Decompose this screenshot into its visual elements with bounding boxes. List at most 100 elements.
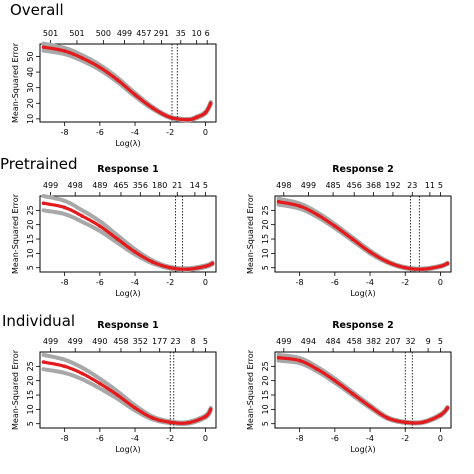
individual-response-2-top-tick-label: 499 (276, 337, 291, 346)
individual-response-2-top-tick-label: 494 (301, 337, 316, 346)
overall-y-tick-label: 30 (26, 83, 35, 93)
individual-response-2-top-tick-label: 5 (438, 337, 443, 346)
pretrained-response-1-data-point (203, 264, 208, 269)
individual-response-2-data-point (438, 413, 443, 417)
overall-data-point (208, 101, 213, 106)
pretrained-response-2-error-band-lower (276, 202, 450, 272)
overall-top-tick-label: 10 (192, 29, 202, 38)
individual-response-1-data-point (150, 416, 155, 420)
pretrained-response-1-y-tick-label: 15 (26, 234, 35, 244)
individual-response-1-error-band-upper (41, 352, 213, 425)
pretrained-response-1-x-tick-label: -2 (166, 278, 174, 287)
pretrained-response-2-data-point (333, 224, 337, 228)
individual-response-2-x-axis-label: Log(λ) (350, 445, 375, 454)
individual-response-1-x-tick-label: -8 (61, 434, 69, 443)
overall-data-point (168, 115, 173, 120)
pretrained-response-2-top-tick-label: 192 (385, 181, 400, 190)
pretrained-response-2-data-point (385, 260, 390, 264)
section-title-overall: Overall (10, 1, 64, 19)
individual-response-1-cv-error-curve (41, 360, 213, 425)
overall-top-tick-label: 35 (176, 29, 186, 38)
individual-response-1-data-point (133, 406, 137, 410)
overall-plot-frame (39, 43, 217, 123)
individual-response-1-data-point (168, 420, 173, 425)
individual-response-1-data-point (41, 360, 46, 364)
pretrained-response-1-data-point (210, 261, 215, 266)
pretrained-response-1-data-point (133, 250, 137, 254)
individual-response-2-data-point (368, 404, 372, 409)
overall-data-point (62, 49, 67, 53)
individual-response-1-data-point (208, 407, 213, 412)
pretrained-response-2-top-tick-label: 499 (301, 181, 316, 190)
pretrained-response-2-data-point (403, 265, 408, 270)
pretrained-response-1-data-point (150, 260, 155, 264)
pretrained-response-1-data-point (186, 267, 190, 271)
pretrained-response-2-top-tick-label: 11 (425, 181, 435, 190)
overall-data-point (133, 92, 137, 97)
individual-response-1-top-tick-label: 23 (170, 337, 180, 346)
individual-response-2-x-tick-label: -8 (296, 434, 304, 443)
section-title-pretrained: Pretrained (0, 155, 78, 173)
pretrained-response-1-data-point (115, 237, 120, 241)
individual-response-1-data-point (62, 364, 67, 369)
pretrained-response-2-data-point (276, 199, 281, 204)
overall-top-tick-label: 501 (43, 29, 58, 38)
pretrained-response-1-top-tick-label: 465 (113, 181, 128, 190)
individual-response-1-data-point (98, 381, 102, 386)
individual-response-1-data-point (186, 421, 190, 425)
individual-response-1-top-tick-label: 352 (133, 337, 148, 346)
individual-response-2-y-tick-label: 15 (261, 390, 270, 400)
pretrained-response-2-x-tick-label: -2 (401, 278, 409, 287)
pretrained-response-1-top-tick-label: 5 (203, 181, 208, 190)
pretrained-response-2-x-axis-label: Log(λ) (350, 289, 375, 298)
individual-response-2-y-axis-label: Mean-Squared Error (246, 349, 255, 430)
individual-response-2-data-point (315, 367, 320, 372)
pretrained-response-2-data-point (438, 264, 443, 269)
pretrained-response-1-top-tick-label: 356 (133, 181, 148, 190)
individual-response-2-y-tick-label: 5 (261, 421, 270, 426)
individual-response-2-x-tick-label: 0 (438, 434, 443, 443)
overall-y-tick-label: 40 (26, 67, 35, 77)
pretrained-response-1-top-tick-label: 498 (68, 181, 83, 190)
individual-response-1-y-tick-label: 20 (26, 376, 35, 386)
individual-response-2-data-point (403, 420, 408, 425)
overall-data-point (203, 110, 208, 115)
pretrained-response-1-top-tick-label: 489 (92, 181, 107, 190)
overall-data-point (80, 56, 85, 60)
pretrained-response-1-data-point (41, 201, 46, 205)
individual-response-1-subtitle: Response 1 (97, 320, 159, 331)
pretrained-response-1-y-tick-label: 20 (26, 220, 35, 230)
pretrained-response-1-y-axis-label: Mean-Squared Error (11, 193, 20, 274)
individual-response-1-plot-frame (39, 351, 217, 429)
pretrained-response-1-top-tick-label: 499 (43, 181, 58, 190)
individual-response-2-data-point (276, 355, 281, 360)
individual-response-1-x-tick-label: -4 (131, 434, 139, 443)
individual-response-2-top-tick-label: 32 (405, 337, 415, 346)
pretrained-response-2-top-tick-label: 498 (276, 181, 291, 190)
pretrained-response-1-x-tick-label: -8 (61, 278, 69, 287)
pretrained-response-2-y-tick-label: 25 (261, 205, 270, 215)
pretrained-response-2-top-tick-label: 456 (347, 181, 362, 190)
overall-top-tick-label: 291 (154, 29, 169, 38)
individual-response-1-data-point (115, 393, 120, 397)
pretrained-response-1-top-tick-label: 14 (190, 181, 200, 190)
individual-response-2-error-band-lower (276, 358, 450, 426)
pretrained-response-2-y-tick-label: 15 (261, 234, 270, 244)
pretrained-response-2-y-tick-label: 10 (261, 248, 270, 258)
individual-response-1-top-tick-label: 499 (68, 337, 83, 346)
overall-x-tick-label: -2 (166, 128, 174, 137)
pretrained-response-1-error-band-upper (41, 194, 215, 271)
individual-response-2-top-tick-label: 484 (325, 337, 340, 346)
pretrained-response-2-top-tick-label: 485 (325, 181, 340, 190)
overall-data-point (194, 115, 199, 120)
pretrained-response-2-x-tick-label: 0 (438, 278, 443, 287)
pretrained-response-1-data-point (62, 205, 67, 210)
overall-cv-error-curve (41, 45, 213, 122)
pretrained-response-1-data-point (168, 265, 173, 270)
pretrained-response-1-y-tick-label: 10 (26, 248, 35, 258)
pretrained-response-2-x-tick-label: -4 (366, 278, 374, 287)
pretrained-response-2-top-tick-label: 23 (407, 181, 417, 190)
